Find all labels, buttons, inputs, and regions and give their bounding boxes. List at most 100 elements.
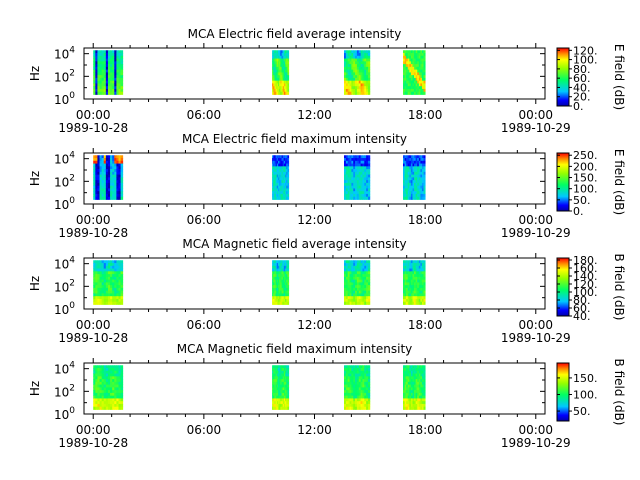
- spectrogram-cell: [103, 274, 107, 278]
- spectrogram-cell: [276, 91, 279, 95]
- spectrogram-cell: [282, 53, 285, 57]
- spectrogram-cell: [120, 301, 124, 305]
- spectrogram-cell: [347, 298, 350, 303]
- spectrogram-cell: [285, 88, 287, 93]
- spectrogram-cell: [356, 373, 360, 377]
- spectrogram-cell: [366, 285, 369, 289]
- spectrogram-cell: [287, 392, 290, 397]
- spectrogram-cell: [351, 83, 354, 87]
- spectrogram-cell: [412, 263, 415, 267]
- spectrogram-cell: [281, 193, 284, 198]
- spectrogram-cell: [103, 387, 107, 391]
- spectrogram-cell: [406, 64, 409, 68]
- spectrogram-cell: [362, 182, 365, 187]
- spectrogram-cell: [116, 285, 119, 289]
- spectrogram-cell: [278, 155, 280, 159]
- spectrogram-cell: [420, 384, 423, 388]
- spectrogram-cell: [114, 180, 117, 184]
- spectrogram-cell: [355, 77, 358, 82]
- spectrogram-cell: [286, 376, 288, 380]
- spectrogram-cell: [116, 174, 119, 178]
- spectrogram-cell: [409, 376, 412, 380]
- spectrogram-cell: [101, 64, 105, 68]
- spectrogram-cell: [281, 77, 284, 82]
- spectrogram-cell: [112, 403, 115, 408]
- spectrogram-cell: [278, 384, 280, 388]
- spectrogram-cell: [286, 188, 288, 192]
- spectrogram-cell: [364, 91, 367, 95]
- spectrogram-cell: [110, 398, 113, 402]
- spectrogram-cell: [409, 88, 412, 93]
- spectrogram-cell: [116, 290, 119, 294]
- spectrogram-cell: [355, 301, 358, 305]
- spectrogram-cell: [364, 155, 367, 159]
- spectrogram-cell: [99, 158, 103, 162]
- spectrogram-cell: [282, 398, 285, 402]
- spectrogram-cell: [101, 384, 105, 388]
- spectrogram-cell: [99, 64, 103, 68]
- spectrogram-cell: [417, 398, 420, 402]
- spectrogram-cell: [286, 296, 288, 300]
- spectrogram-cell: [274, 401, 277, 405]
- spectrogram-cell: [95, 296, 98, 300]
- spectrogram-cell: [351, 376, 354, 380]
- spectrogram-cell: [351, 398, 354, 402]
- spectrogram-cell: [410, 276, 413, 280]
- spectrogram-cell: [110, 196, 113, 200]
- spectrogram-cell: [417, 50, 420, 54]
- spectrogram-cell: [364, 282, 367, 286]
- spectrogram-cell: [278, 293, 280, 297]
- spectrogram-cell: [276, 290, 279, 294]
- spectrogram-cell: [421, 171, 424, 175]
- panel-title: MCA Electric field maximum intensity: [182, 132, 407, 146]
- spectrogram-cell: [366, 390, 369, 394]
- spectrogram-cell: [407, 368, 410, 372]
- spectrogram-cell: [407, 163, 410, 167]
- spectrogram-cell: [345, 53, 349, 57]
- spectrogram-cell: [418, 177, 421, 181]
- spectrogram-cell: [275, 276, 278, 280]
- spectrogram-cell: [101, 53, 105, 57]
- spectrogram-cell: [282, 66, 285, 70]
- spectrogram-cell: [273, 276, 275, 280]
- spectrogram-cell: [415, 398, 418, 402]
- spectrogram-cell: [344, 72, 347, 76]
- spectrogram-cell: [105, 196, 109, 200]
- spectrogram-cell: [105, 403, 109, 408]
- spectrogram-cell: [93, 88, 96, 93]
- spectrogram-cell: [99, 381, 103, 385]
- spectrogram-cell: [409, 69, 412, 73]
- spectrogram-cell: [107, 88, 111, 93]
- spectrogram-cell: [417, 53, 420, 57]
- spectrogram-cell: [95, 171, 98, 175]
- spectrogram-cell: [417, 69, 420, 73]
- spectrogram-cell: [349, 191, 352, 195]
- spectrogram-cell: [286, 58, 288, 62]
- spectrogram-cell: [358, 193, 361, 198]
- x-tick-label: 00:00: [518, 423, 553, 437]
- spectrogram-cell: [286, 287, 288, 292]
- spectrogram-cell: [114, 395, 117, 399]
- spectrogram-cell: [97, 180, 100, 184]
- spectrogram-cell: [418, 77, 421, 82]
- spectrogram-cell: [118, 188, 122, 192]
- spectrogram-cell: [349, 160, 352, 164]
- spectrogram-cell: [281, 296, 284, 300]
- spectrogram-cell: [99, 77, 103, 82]
- spectrogram-cell: [280, 180, 282, 184]
- spectrogram-cell: [276, 66, 279, 70]
- spectrogram-cell: [420, 276, 423, 280]
- spectrogram-cell: [420, 268, 423, 272]
- spectrogram-cell: [279, 298, 281, 303]
- spectrogram-cell: [95, 53, 98, 57]
- spectrogram-cell: [275, 387, 278, 391]
- spectrogram-cell: [403, 185, 405, 189]
- spectrogram-cell: [281, 260, 284, 264]
- spectrogram-cell: [344, 384, 347, 388]
- spectrogram-cell: [275, 401, 278, 405]
- spectrogram-cell: [423, 279, 426, 283]
- spectrogram-cell: [423, 379, 426, 383]
- spectrogram-cell: [103, 263, 107, 267]
- spectrogram-cell: [347, 381, 350, 385]
- spectrogram-cell: [283, 282, 286, 286]
